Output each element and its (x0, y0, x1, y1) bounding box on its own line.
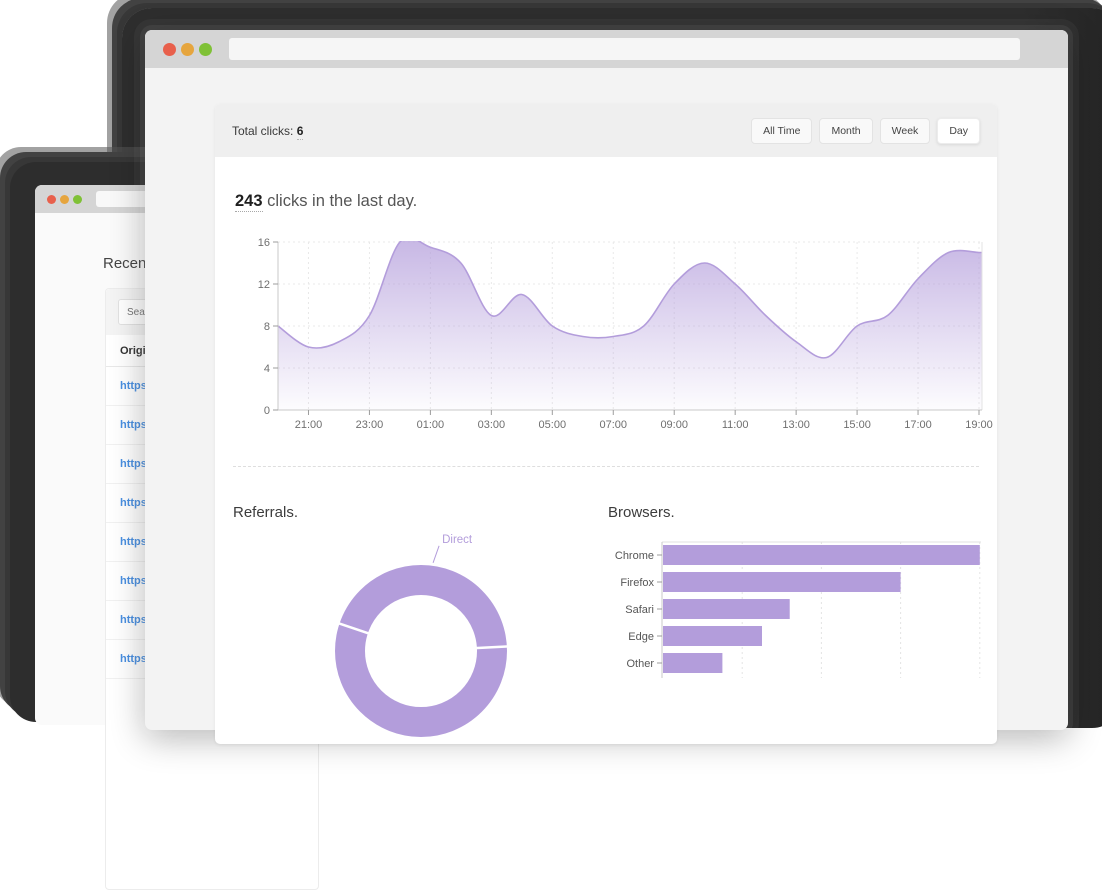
svg-text:13:00: 13:00 (782, 419, 810, 431)
bar-category-label: Other (626, 658, 654, 670)
svg-text:01:00: 01:00 (417, 419, 445, 431)
clicks-count: 243 (235, 192, 263, 212)
zoom-window-icon[interactable] (199, 42, 212, 56)
referrals-section-title: Referrals. (233, 504, 299, 521)
bar-category-label: Chrome (615, 550, 654, 562)
svg-text:11:00: 11:00 (722, 419, 749, 431)
svg-text:15:00: 15:00 (843, 419, 871, 431)
address-bar[interactable] (229, 38, 1020, 60)
referrals-donut-chart: Direct (335, 534, 509, 737)
clicks-headline: 243 clicks in the last day. (235, 192, 418, 212)
svg-text:05:00: 05:00 (539, 419, 567, 431)
filter-month-button[interactable]: Month (819, 117, 873, 144)
section-divider (233, 466, 979, 467)
card-header: Total clicks: 6 All Time Month Week Day (215, 104, 997, 157)
svg-text:23:00: 23:00 (356, 419, 384, 431)
close-window-icon[interactable] (47, 194, 56, 204)
bar-category-label: Safari (625, 604, 654, 616)
total-clicks-label: Total clicks: (232, 123, 294, 138)
total-clicks-value: 6 (296, 123, 304, 140)
svg-text:07:00: 07:00 (599, 419, 627, 431)
minimize-window-icon[interactable] (60, 194, 69, 204)
svg-text:03:00: 03:00 (478, 419, 506, 431)
minimize-window-icon[interactable] (181, 42, 194, 56)
browsers-section-title: Browsers. (608, 504, 675, 521)
donut-segment-label: Direct (442, 534, 473, 546)
clicks-area-chart: 0 4 8 12 16 21:00 23:00 01:00 03:00 05:00 07:00 09:… (258, 237, 993, 431)
analytics-card: Total clicks: 6 All Time Month Week Day … (215, 104, 997, 744)
filter-day-button[interactable]: Day (937, 117, 980, 144)
svg-text:8: 8 (264, 321, 270, 333)
bar-category-label: Firefox (620, 577, 654, 589)
svg-text:21:00: 21:00 (295, 419, 323, 431)
filter-all-time-button[interactable]: All Time (751, 117, 813, 144)
clicks-headline-text: clicks in the last day. (262, 192, 418, 210)
front-window-titlebar (145, 30, 1068, 68)
time-filter-group: All Time Month Week Day (751, 117, 980, 144)
svg-text:19:00: 19:00 (965, 419, 993, 431)
svg-text:0: 0 (264, 405, 270, 417)
filter-week-button[interactable]: Week (879, 117, 931, 144)
front-browser-window: Total clicks: 6 All Time Month Week Day … (145, 30, 1068, 744)
total-clicks-summary: Total clicks: 6 (232, 123, 304, 140)
svg-text:17:00: 17:00 (904, 419, 932, 431)
bar-category-label: Edge (628, 631, 654, 643)
browsers-bar-chart: Chrome Firefox Safari Edge Other (615, 541, 981, 678)
svg-text:09:00: 09:00 (660, 419, 688, 431)
close-window-icon[interactable] (163, 42, 176, 56)
svg-text:4: 4 (264, 363, 270, 375)
zoom-window-icon[interactable] (73, 194, 82, 204)
svg-text:12: 12 (258, 279, 270, 291)
svg-text:16: 16 (258, 237, 270, 249)
